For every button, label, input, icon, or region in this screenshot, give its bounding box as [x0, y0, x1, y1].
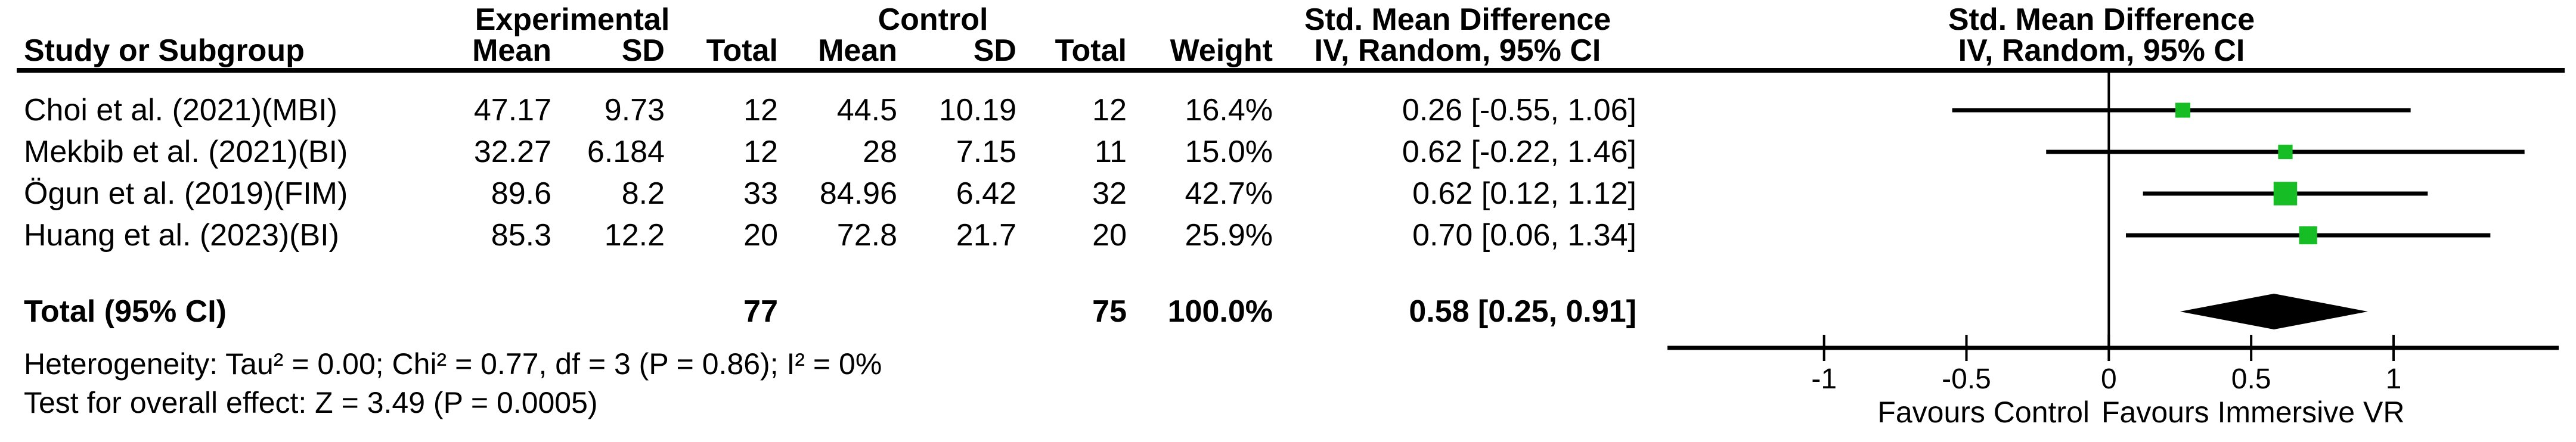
- study-label: Ögun et al. (2019)(FIM): [24, 176, 348, 211]
- header-experimental: Experimental: [475, 2, 670, 37]
- table-row: Mekbib et al. (2021)(BI) 32.27 6.184 12 …: [0, 131, 1669, 173]
- header-control: Control: [878, 2, 988, 37]
- table-row: Huang et al. (2023)(BI) 85.3 12.2 20 72.…: [0, 214, 1669, 256]
- ci-text: 0.26 [-0.55, 1.06]: [1402, 93, 1636, 127]
- header-smd-table: Std. Mean Difference: [1304, 2, 1611, 37]
- total-exp-total: 77: [743, 294, 778, 329]
- ctrl-mean: 28: [863, 135, 897, 169]
- weight-marker: [2299, 226, 2317, 245]
- axis-tick-label: -1: [1811, 363, 1837, 395]
- ctrl-sd: 10.19: [938, 93, 1016, 127]
- header-smd-plot: Std. Mean Difference: [1948, 2, 2255, 37]
- weight: 15.0%: [1185, 135, 1273, 169]
- overall-effect-text: Test for overall effect: Z = 3.49 (P = 0…: [24, 386, 598, 419]
- study-label: Mekbib et al. (2021)(BI): [24, 135, 348, 169]
- ctrl-mean: 84.96: [819, 176, 897, 211]
- exp-total: 20: [743, 218, 778, 253]
- ctrl-total: 12: [1092, 93, 1127, 127]
- colhdr-ctrl-total: Total: [1055, 33, 1127, 68]
- colhdr-ctrl-sd: SD: [973, 33, 1016, 68]
- ctrl-total: 11: [1095, 135, 1127, 169]
- exp-mean: 32.27: [473, 135, 551, 169]
- weight: 42.7%: [1185, 176, 1273, 211]
- study-label: Huang et al. (2023)(BI): [24, 218, 339, 253]
- weight-marker: [2278, 144, 2293, 160]
- colhdr-ci-plot: IV, Random, 95% CI: [1958, 33, 2245, 68]
- colhdr-exp-sd: SD: [621, 33, 665, 68]
- exp-sd: 9.73: [604, 93, 665, 127]
- exp-total: 33: [743, 176, 778, 211]
- axis-tick-label: 0.5: [2231, 363, 2271, 395]
- axis-tick-label: 0: [2101, 363, 2117, 395]
- exp-total: 12: [743, 135, 778, 169]
- table-row: Ögun et al. (2019)(FIM) 89.6 8.2 33 84.9…: [0, 173, 1669, 214]
- ctrl-total: 32: [1092, 176, 1127, 211]
- exp-mean: 85.3: [491, 218, 551, 253]
- weight-marker: [2175, 102, 2191, 118]
- colhdr-study: Study or Subgroup: [24, 33, 305, 68]
- weight: 25.9%: [1185, 218, 1273, 253]
- exp-mean: 89.6: [491, 176, 551, 211]
- exp-sd: 6.184: [587, 135, 665, 169]
- colhdr-exp-mean: Mean: [472, 33, 551, 68]
- total-ctrl-total: 75: [1092, 294, 1127, 329]
- total-weight: 100.0%: [1167, 294, 1273, 329]
- ctrl-mean: 72.8: [836, 218, 897, 253]
- ci-text: 0.62 [-0.22, 1.46]: [1402, 135, 1636, 169]
- ci-text: 0.62 [0.12, 1.12]: [1412, 176, 1636, 211]
- exp-sd: 12.2: [604, 218, 665, 253]
- colhdr-ctrl-mean: Mean: [818, 33, 897, 68]
- exp-total: 12: [743, 93, 778, 127]
- ctrl-sd: 21.7: [956, 218, 1016, 253]
- favours-right-label: Favours Immersive VR: [2101, 396, 2405, 429]
- ctrl-sd: 7.15: [956, 135, 1016, 169]
- colhdr-ci: IV, Random, 95% CI: [1314, 33, 1601, 68]
- study-label: Choi et al. (2021)(MBI): [24, 93, 337, 127]
- ctrl-mean: 44.5: [836, 93, 897, 127]
- header-rule: [17, 68, 2565, 73]
- ctrl-sd: 6.42: [956, 176, 1016, 211]
- favours-left-label: Favours Control: [1877, 396, 2090, 429]
- table-row: Choi et al. (2021)(MBI) 47.17 9.73 12 44…: [0, 89, 1669, 131]
- exp-mean: 47.17: [473, 93, 551, 127]
- weight-marker: [2273, 182, 2298, 206]
- colhdr-exp-total: Total: [706, 33, 778, 68]
- exp-sd: 8.2: [621, 176, 665, 211]
- heterogeneity-text: Heterogeneity: Tau² = 0.00; Chi² = 0.77,…: [24, 347, 882, 381]
- axis-tick-label: -0.5: [1942, 363, 1991, 395]
- colhdr-weight: Weight: [1170, 33, 1273, 68]
- total-label: Total (95% CI): [24, 294, 227, 329]
- weight: 16.4%: [1185, 93, 1273, 127]
- summary-diamond: [2180, 294, 2368, 329]
- ci-text: 0.70 [0.06, 1.34]: [1412, 218, 1636, 253]
- ctrl-total: 20: [1092, 218, 1127, 253]
- axis-tick-label: 1: [2386, 363, 2402, 395]
- total-row: Total (95% CI) 77 75 100.0% 0.58 [0.25, …: [0, 291, 1669, 332]
- total-ci-text: 0.58 [0.25, 0.91]: [1409, 294, 1636, 329]
